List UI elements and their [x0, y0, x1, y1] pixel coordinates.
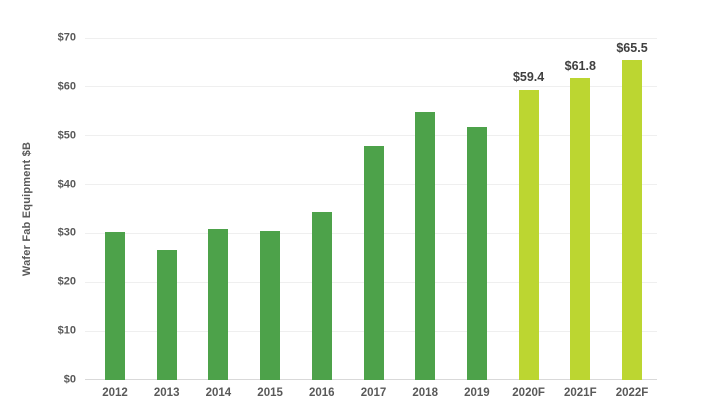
gridline — [85, 37, 657, 39]
x-tick-label-2017: 2017 — [360, 387, 387, 399]
x-tick-label-2015: 2015 — [257, 387, 283, 399]
bar-2018 — [415, 112, 436, 380]
bar-2022F — [622, 60, 642, 380]
x-tick-label-2022F: 2022F — [615, 387, 649, 399]
y-tick-label: $60 — [57, 80, 76, 93]
y-tick-label: $40 — [57, 178, 76, 191]
y-axis-title-box: Wafer Fab Equipment $B — [10, 38, 44, 380]
gridline — [85, 135, 657, 137]
x-tick-label-2018: 2018 — [412, 387, 438, 399]
y-tick-label: $10 — [57, 324, 76, 337]
plot-area: $0 $10 $20 $30 $40 $50 $60 $70 2012 2013 2014 2015 2… — [58, 32, 657, 399]
data-label-2020F: $59.4 — [512, 70, 545, 85]
gridline — [85, 86, 657, 88]
y-tick-label: $30 — [57, 226, 76, 239]
bar-2020F — [518, 89, 539, 380]
y-tick-label: $0 — [63, 373, 76, 386]
data-label-2022F: $65.5 — [616, 40, 648, 55]
bar-2021F — [570, 78, 591, 380]
x-tick-label-2014: 2014 — [205, 387, 232, 399]
x-tick-label-2019: 2019 — [464, 387, 490, 399]
data-label-2021F: $61.8 — [564, 58, 596, 73]
x-tick-label-2021F: 2021F — [563, 387, 597, 399]
x-tick-label-2012: 2012 — [102, 387, 128, 399]
bar-2014 — [208, 229, 229, 380]
y-tick-label: $50 — [57, 129, 76, 142]
bar-2017 — [363, 145, 384, 380]
x-tick-label-2020F: 2020F — [512, 387, 545, 399]
x-tick-label-2013: 2013 — [153, 387, 180, 399]
y-tick-label: $20 — [57, 275, 76, 288]
x-tick-label-2016: 2016 — [309, 387, 335, 399]
bar-2013 — [156, 249, 177, 380]
bar-2016 — [311, 211, 332, 380]
bar-2019 — [466, 127, 487, 380]
bar-2012 — [105, 232, 125, 380]
bar-2015 — [260, 230, 281, 380]
y-tick-label: $70 — [57, 31, 76, 44]
y-axis-title: Wafer Fab Equipment $B — [21, 141, 34, 277]
